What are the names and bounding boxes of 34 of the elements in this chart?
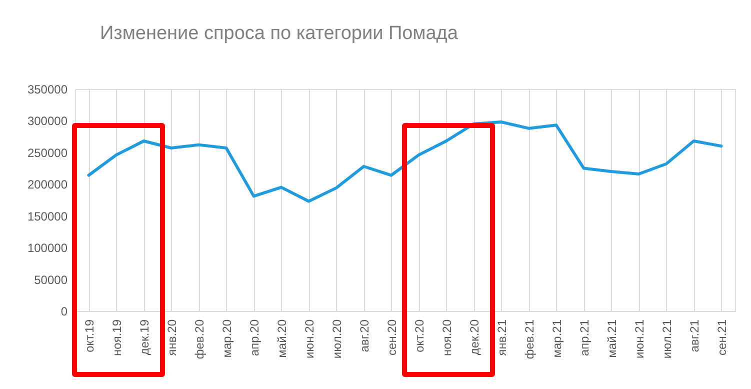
x-tick-label: фев.21 [522,319,536,360]
y-tick-label: 350000 [27,82,68,96]
x-tick-label: фев.20 [192,319,206,360]
x-tick-label: май.20 [274,319,289,358]
x-tick-label: май.21 [604,319,619,358]
x-tick-label: апр.20 [247,319,262,356]
x-tick-label: сен.20 [384,319,399,356]
x-tick-label: дек.19 [137,319,152,356]
chart-title: Изменение спроса по категории Помада [100,23,458,44]
x-tick-label: мар.21 [550,319,564,358]
y-tick-label: 200000 [27,178,68,192]
line-series [87,120,723,203]
x-tick-label: июн.20 [302,319,316,359]
x-tick-label: мар.20 [220,319,234,358]
y-tick-label: 0 [60,304,68,318]
y-tick-label: 100000 [27,241,68,256]
x-tick-label: янв.21 [494,319,509,356]
x-tick-label: апр.21 [577,319,592,356]
x-tick-label: ноя.19 [110,319,124,356]
x-tick-label: янв.20 [164,319,179,356]
y-tick-label: 300000 [27,114,68,128]
x-tick-label: авг.21 [687,319,702,352]
y-tick-label: 250000 [27,146,68,160]
x-tick-label: окт.20 [412,319,426,352]
x-tick-label: авг.20 [357,319,372,352]
y-tick-label: 50000 [34,272,68,287]
x-tick-label: дек.20 [467,319,482,356]
x-tick-label: окт.19 [82,319,96,352]
y-tick-label: 150000 [27,209,68,224]
x-tick-label: июн.21 [632,319,646,359]
x-tick-label: июл.20 [330,319,344,359]
x-tick-label: сен.21 [714,319,729,356]
x-tick-label: ноя.20 [440,319,454,356]
x-tick-label: июл.21 [660,319,674,359]
